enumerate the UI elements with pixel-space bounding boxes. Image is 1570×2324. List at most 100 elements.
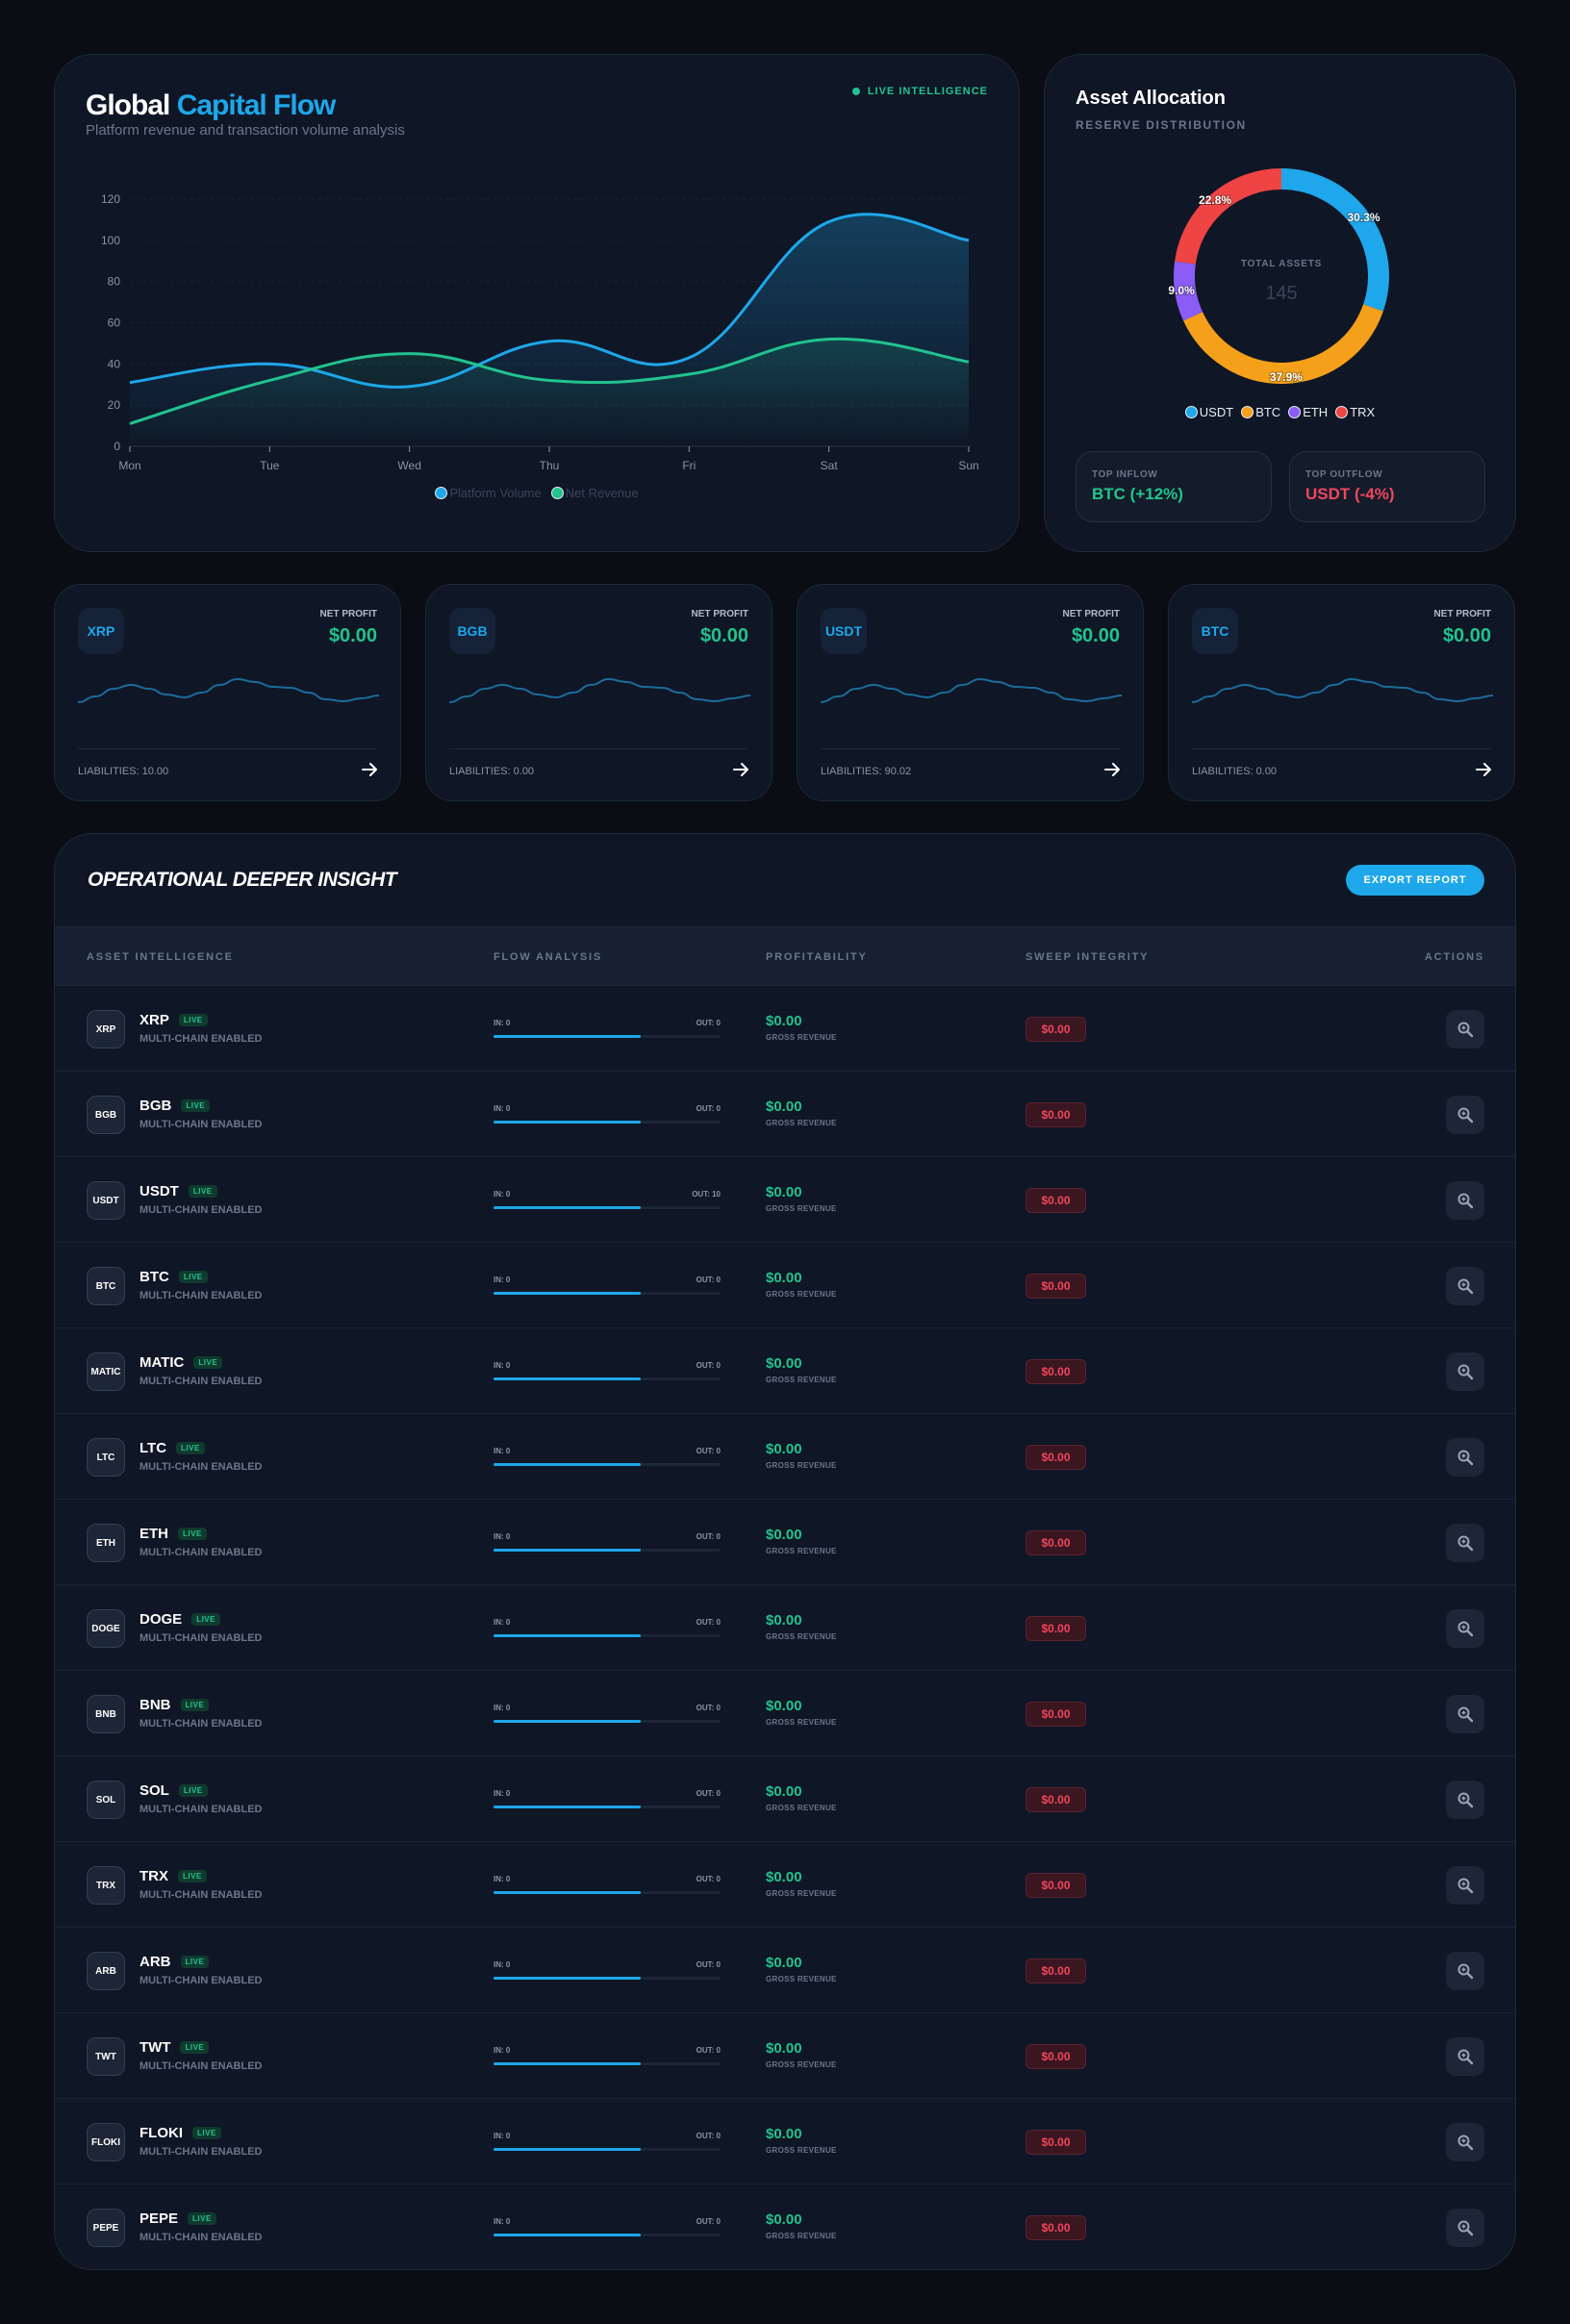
donut-slice-usdt[interactable]: [1280, 168, 1389, 312]
flow-out-label: OUT: 0: [696, 1361, 721, 1370]
asset-icon: USDT: [87, 1181, 125, 1220]
table-row: XRP XRP LIVE MULTI-CHAIN ENABLED IN: 0 OUT: 0…: [55, 986, 1515, 1072]
export-report-button[interactable]: EXPORT REPORT: [1346, 865, 1484, 896]
flow-out-label: OUT: 0: [696, 1875, 721, 1883]
zoom-search-button[interactable]: [1446, 1609, 1484, 1648]
asset-symbol: BTC: [139, 1269, 169, 1285]
legend-label: Net Revenue: [565, 486, 639, 500]
zoom-search-button[interactable]: [1446, 1181, 1484, 1220]
flow-progress-bar: [494, 2234, 721, 2236]
live-badge: LIVE: [176, 1442, 205, 1454]
zoom-search-button[interactable]: [1446, 1781, 1484, 1819]
legend-swatch-icon: [1184, 406, 1198, 418]
asset-symbol: USDT: [139, 1183, 179, 1200]
asset-badge: BTC: [1192, 608, 1238, 654]
zoom-search-button[interactable]: [1446, 1352, 1484, 1391]
asset-icon: BTC: [87, 1267, 125, 1305]
donut-slice-trx[interactable]: [1175, 168, 1282, 265]
flow-out-label: OUT: 0: [696, 2217, 721, 2226]
profit-value: $0.00: [766, 1955, 802, 1971]
asset-name: BTC LIVE: [139, 1269, 208, 1285]
asset-allocation-card: Asset Allocation RESERVE DISTRIBUTION 30…: [1044, 54, 1516, 552]
liabilities-label: LIABILITIES: 0.00: [1192, 766, 1278, 777]
asset-icon: TRX: [87, 1866, 125, 1905]
asset-symbol: SOL: [139, 1782, 169, 1799]
zoom-search-button[interactable]: [1446, 1524, 1484, 1562]
zoom-search-button[interactable]: [1446, 1952, 1484, 1990]
x-tick-label: Sun: [958, 459, 978, 472]
donut-slice-btc[interactable]: [1183, 304, 1383, 384]
live-intelligence-status: LIVE INTELLIGENCE: [851, 86, 988, 97]
live-badge: LIVE: [193, 1356, 223, 1369]
flow-progress-bar: [494, 1206, 721, 1209]
zoom-search-button[interactable]: [1446, 1010, 1484, 1048]
zoom-search-icon: [1457, 1706, 1474, 1723]
sweep-integrity-badge: $0.00: [1026, 1616, 1086, 1641]
profit-value: $0.00: [766, 1783, 802, 1800]
asset-name: TRX LIVE: [139, 1868, 207, 1884]
zoom-search-button[interactable]: [1446, 2123, 1484, 2161]
flow-in-label: IN: 0: [494, 1104, 511, 1113]
zoom-search-button[interactable]: [1446, 2209, 1484, 2247]
legend-item-eth[interactable]: ETH: [1288, 405, 1328, 419]
profit-value: $0.00: [766, 1527, 802, 1543]
arrow-right-icon[interactable]: [358, 758, 381, 781]
flow-progress-bar: [494, 2148, 721, 2151]
asset-symbol: ARB: [139, 1954, 171, 1970]
zoom-search-button[interactable]: [1446, 1096, 1484, 1134]
arrow-right-icon[interactable]: [1101, 758, 1124, 781]
asset-icon: FLOKI: [87, 2123, 125, 2161]
flow-out-label: OUT: 0: [696, 1276, 721, 1284]
flow-progress-fill: [494, 1891, 642, 1894]
column-header-asset: ASSET INTELLIGENCE: [87, 951, 234, 963]
legend-item-usdt[interactable]: USDT: [1184, 405, 1233, 419]
donut-slice-eth[interactable]: [1174, 261, 1203, 321]
multi-chain-label: MULTI-CHAIN ENABLED: [139, 1119, 263, 1130]
arrow-right-icon[interactable]: [1472, 758, 1495, 781]
flow-progress-fill: [494, 1377, 642, 1380]
sweep-integrity-badge: $0.00: [1026, 2215, 1086, 2240]
zoom-search-button[interactable]: [1446, 2037, 1484, 2076]
table-row: FLOKI FLOKI LIVE MULTI-CHAIN ENABLED IN: 0 OU…: [55, 2099, 1515, 2185]
gross-revenue-label: GROSS REVENUE: [766, 1461, 837, 1470]
zoom-search-button[interactable]: [1446, 1267, 1484, 1305]
flow-out-label: OUT: 0: [696, 1618, 721, 1627]
table-row: BGB BGB LIVE MULTI-CHAIN ENABLED IN: 0 OUT: 0…: [55, 1072, 1515, 1157]
asset-icon: SOL: [87, 1781, 125, 1819]
legend-item-btc[interactable]: BTC: [1241, 405, 1280, 419]
donut-slice-label: 37.9%: [1270, 370, 1303, 384]
gross-revenue-label: GROSS REVENUE: [766, 1033, 837, 1042]
asset-allocation-donut: 30.3% 37.9% 9.0% 22.8% TOTAL ASSETS 145: [1167, 168, 1389, 385]
asset-name: TWT LIVE: [139, 2039, 210, 2056]
column-header-flow: FLOW ANALYSIS: [494, 951, 603, 963]
arrow-right-icon[interactable]: [729, 758, 752, 781]
asset-symbol: LTC: [139, 1440, 167, 1456]
y-tick-label: 0: [114, 440, 120, 453]
asset-icon: ARB: [87, 1952, 125, 1990]
column-header-actions: ACTIONS: [1424, 951, 1484, 963]
legend-swatch-icon: [1335, 406, 1349, 418]
legend-item-trx[interactable]: TRX: [1335, 405, 1375, 419]
flow-in-label: IN: 0: [494, 2132, 511, 2140]
zoom-search-icon: [1457, 1193, 1474, 1209]
sparkline-path: [78, 677, 379, 703]
zoom-search-button[interactable]: [1446, 1866, 1484, 1905]
donut-slice-label: 22.8%: [1199, 193, 1231, 207]
table-row: TRX TRX LIVE MULTI-CHAIN ENABLED IN: 0 OUT: 0…: [55, 1842, 1515, 1928]
live-intelligence-label: LIVE INTELLIGENCE: [867, 86, 988, 97]
table-row: LTC LTC LIVE MULTI-CHAIN ENABLED IN: 0 OUT: 0…: [55, 1414, 1515, 1500]
x-tick-label: Mon: [118, 459, 140, 472]
flow-in-label: IN: 0: [494, 1361, 511, 1370]
asset-name: SOL LIVE: [139, 1782, 208, 1799]
legend-item-platform-volume[interactable]: Platform Volume: [435, 486, 542, 500]
legend-item-net-revenue[interactable]: Net Revenue: [550, 486, 639, 500]
flow-in-label: IN: 0: [494, 2046, 511, 2055]
zoom-search-button[interactable]: [1446, 1695, 1484, 1733]
zoom-search-button[interactable]: [1446, 1438, 1484, 1477]
sweep-integrity-badge: $0.00: [1026, 1530, 1086, 1555]
live-badge: LIVE: [188, 2212, 216, 2225]
profit-value: $0.00: [766, 1013, 802, 1029]
live-dot-icon: [851, 88, 860, 95]
asset-name: ETH LIVE: [139, 1526, 207, 1542]
title-part-a: Global: [86, 89, 170, 121]
